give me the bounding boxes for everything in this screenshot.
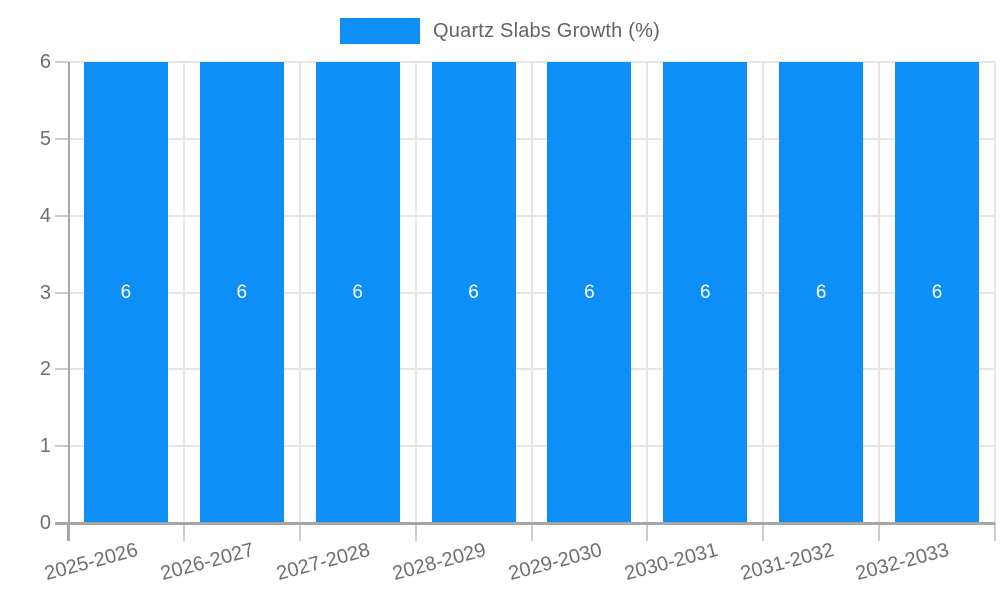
gridline-vertical — [182, 62, 185, 523]
x-axis-tick — [530, 523, 533, 541]
bar-value-label: 6 — [236, 281, 248, 303]
gridline-vertical — [646, 62, 649, 523]
y-axis-tick — [55, 368, 68, 371]
bar-value-label: 6 — [352, 281, 363, 303]
bar-value-label: 6 — [584, 281, 595, 303]
gridline-vertical — [994, 62, 996, 523]
x-axis-tick — [414, 523, 417, 541]
y-axis-label: 3 — [39, 281, 51, 304]
gridline-vertical — [298, 62, 301, 523]
bar — [779, 62, 864, 523]
x-axis-label: 2029-2030 — [506, 539, 605, 586]
x-axis-tick — [182, 523, 185, 541]
y-axis-label: 6 — [39, 51, 51, 73]
x-axis-line — [55, 522, 995, 525]
gridline-vertical — [878, 62, 881, 523]
y-axis-tick — [55, 214, 68, 217]
gridline-vertical — [530, 62, 533, 523]
legend-label: Quartz Slabs Growth (%) — [433, 19, 660, 42]
bar — [83, 62, 168, 523]
y-axis-tick — [55, 61, 68, 63]
gridline-vertical — [762, 62, 765, 523]
bar-value-label: 6 — [931, 281, 943, 303]
x-axis-tick — [298, 523, 301, 541]
legend-swatch — [340, 18, 421, 44]
bar — [663, 62, 748, 523]
x-axis-tick — [646, 523, 649, 541]
x-axis-label: 2031-2032 — [737, 539, 836, 586]
x-axis-label: 2025-2026 — [42, 539, 141, 586]
x-axis-label: 2032-2033 — [853, 539, 952, 586]
x-axis-label: 2027-2028 — [274, 539, 373, 586]
y-axis-label: 0 — [39, 512, 51, 534]
y-axis-tick — [55, 445, 68, 448]
x-axis-label: 2028-2029 — [390, 539, 489, 586]
bar — [547, 62, 632, 523]
bar — [199, 62, 284, 523]
bar — [431, 62, 516, 523]
gridline-vertical — [414, 62, 417, 523]
bar-value-label: 6 — [815, 281, 827, 303]
x-axis-tick — [762, 523, 765, 541]
bar-value-label: 6 — [120, 281, 132, 303]
bar-value-label: 6 — [700, 281, 711, 303]
x-axis-label: 2030-2031 — [621, 539, 721, 586]
x-axis-tick — [994, 523, 996, 541]
y-axis-label: 4 — [39, 204, 51, 227]
y-axis-line — [68, 62, 70, 541]
y-axis-label: 1 — [39, 435, 51, 458]
x-axis-tick — [878, 523, 881, 541]
y-axis-label: 2 — [39, 358, 51, 381]
legend: Quartz Slabs Growth (%) — [0, 18, 1000, 44]
y-axis-tick — [55, 137, 68, 140]
bar — [315, 62, 400, 523]
y-axis-label: 5 — [39, 127, 51, 150]
bar-value-label: 6 — [468, 281, 479, 303]
bar — [895, 62, 980, 523]
y-axis-tick — [55, 291, 68, 294]
x-axis-label: 2026-2027 — [158, 539, 257, 586]
